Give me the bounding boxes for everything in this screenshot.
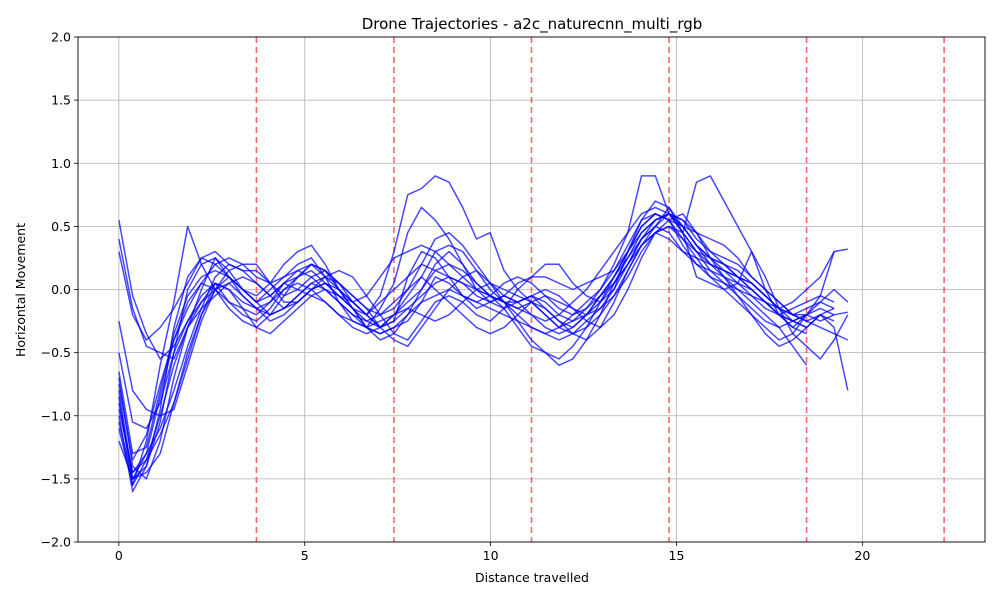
chart-title: Drone Trajectories - a2c_naturecnn_multi… [362,15,703,34]
trajectory-line-9 [118,213,849,474]
x-axis-label: Distance travelled [475,570,589,585]
y-tick-label: 2.0 [51,30,71,45]
trajectory-line-11 [118,213,835,486]
x-tick-label: 15 [669,548,685,563]
y-tick-label: 0.0 [51,282,71,297]
x-tick-label: 20 [854,548,870,563]
y-tick-label: −0.5 [41,345,71,360]
y-tick-label: −2.0 [41,535,71,550]
plot-area [118,175,849,493]
y-tick-label: 1.5 [51,93,71,108]
x-tick-label: 0 [115,548,123,563]
trajectory-line-14 [118,206,835,474]
x-tick-label: 10 [483,548,499,563]
trajectory-line-15 [118,213,835,480]
y-tick-label: −1.0 [41,408,71,423]
x-tick-label: 5 [301,548,309,563]
trajectory-line-16 [118,231,835,461]
trajectory-line-10 [118,206,848,493]
trajectory-line-13 [118,225,835,455]
series-layer [118,175,849,493]
y-tick-label: −1.5 [41,471,71,486]
x-axis-ticks: 0 5 10 15 20 [115,542,870,563]
y-tick-label: 0.5 [51,219,71,234]
y-tick-label: 1.0 [51,156,71,171]
y-axis-label: Horizontal Movement [13,223,28,357]
y-axis-ticks: −2.0 −1.5 −1.0 −0.5 0.0 0.5 1.0 1.5 2.0 [41,30,78,550]
